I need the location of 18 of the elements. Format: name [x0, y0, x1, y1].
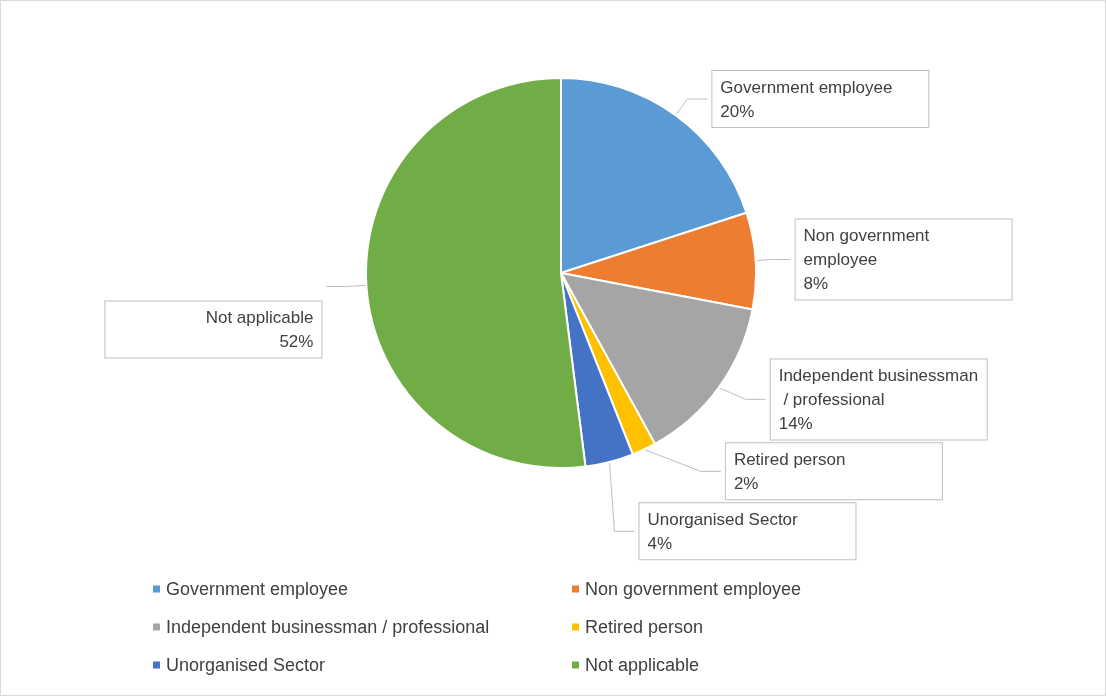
- legend-label: Unorganised Sector: [166, 655, 326, 675]
- legend-label: Non government employee: [585, 579, 802, 599]
- data-label: 8%: [803, 274, 829, 293]
- slice-label: Independent businessman / professional: [778, 366, 979, 409]
- data-label: 4%: [647, 533, 673, 553]
- slice-label: Retired person: [733, 449, 846, 469]
- data-label: 20%: [720, 101, 755, 121]
- legend-label: Retired person: [585, 617, 704, 637]
- slice-label: Not applicable: [205, 308, 314, 327]
- data-label: 2%: [733, 473, 759, 493]
- legend-label: Not applicable: [585, 655, 700, 675]
- slice-label: Unorganised Sector: [647, 509, 799, 529]
- slice-label: Government employee: [720, 77, 893, 97]
- legend-label: Government employee: [166, 579, 349, 599]
- slice-label: Non government employee: [803, 226, 934, 269]
- data-label: 14%: [778, 414, 813, 433]
- legend-label: Independent businessman / professional: [166, 617, 490, 637]
- data-label: 52%: [279, 332, 314, 351]
